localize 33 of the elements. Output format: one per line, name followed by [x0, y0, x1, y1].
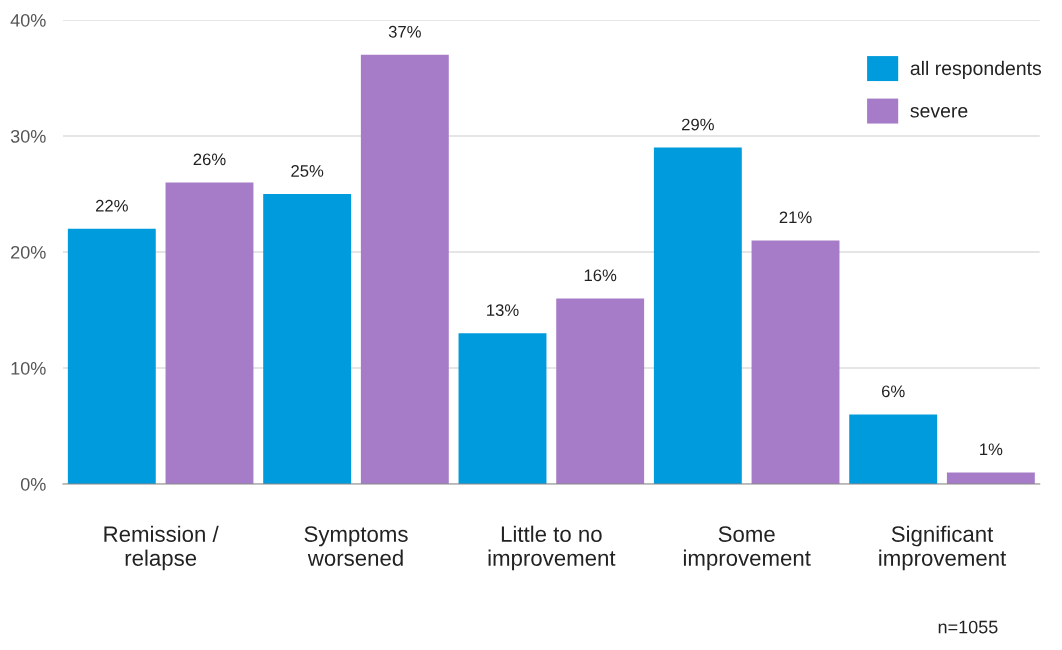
bar	[946, 472, 1035, 484]
bar	[458, 333, 547, 484]
y-tick-label: 10%	[11, 361, 46, 375]
bar	[751, 240, 840, 484]
x-tick-label: Symptoms worsened	[304, 526, 408, 566]
x-tick-label: Remission / relapse	[104, 525, 219, 571]
bar	[165, 182, 254, 484]
data-label: 25%	[291, 165, 324, 177]
bar	[849, 414, 938, 484]
data-label: 22%	[95, 199, 128, 212]
bar	[263, 194, 352, 484]
y-tick-label: 30%	[10, 129, 46, 143]
y-tick-label: 0%	[20, 477, 46, 491]
data-label: 21%	[779, 211, 812, 224]
legend-label: all respondents	[910, 60, 1042, 79]
bar	[653, 147, 742, 484]
text: n=1055	[938, 620, 998, 634]
bar	[67, 228, 156, 484]
y-tick-label: 40%	[10, 13, 46, 27]
x-tick-label: Little to no improvement	[488, 525, 616, 571]
data-label: 26%	[193, 153, 226, 166]
y-tick-label: 20%	[11, 245, 46, 259]
data-label: 13%	[487, 304, 519, 317]
bar	[360, 54, 449, 484]
data-label: 6%	[881, 385, 905, 398]
legend-label: severe	[910, 106, 968, 118]
data-label: 37%	[388, 25, 421, 38]
data-label: 29%	[682, 118, 714, 131]
x-tick-label: Some improvement	[683, 526, 811, 571]
bar	[556, 298, 645, 484]
x-tick-label: Significant improvement	[879, 525, 1007, 571]
data-label: 1%	[980, 443, 1003, 456]
data-label: 16%	[584, 269, 617, 282]
